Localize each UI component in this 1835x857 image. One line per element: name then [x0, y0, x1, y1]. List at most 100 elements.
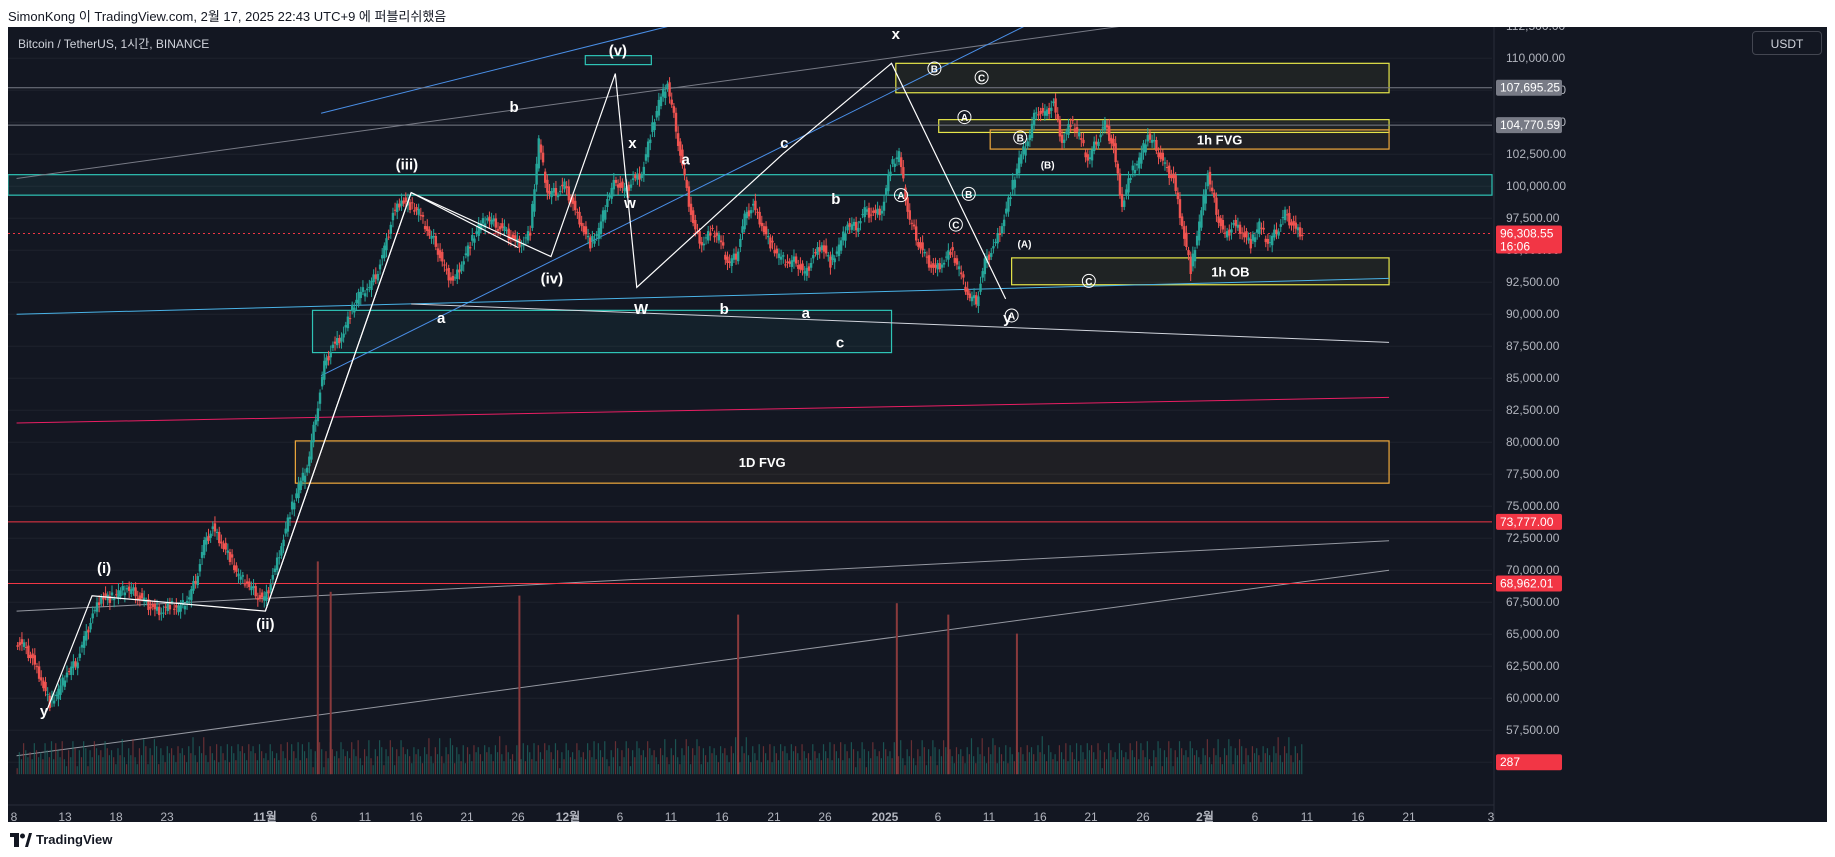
volume-bar — [732, 753, 735, 775]
candle-body — [636, 173, 639, 180]
volume-bar — [424, 747, 426, 775]
volume-bar — [835, 751, 837, 775]
x-tick-label-13: 16 — [715, 810, 729, 822]
volume-bar — [385, 749, 387, 775]
symbol-title: Bitcoin / TetherUS, 1시간, BINANCE — [18, 37, 210, 51]
candle-body — [275, 557, 279, 571]
candle-body — [854, 221, 858, 231]
candle-body — [1243, 232, 1246, 238]
volume-bar — [1153, 750, 1155, 775]
candle-body — [456, 269, 459, 279]
candle-body — [142, 597, 146, 602]
volume-bar — [782, 751, 784, 775]
volume-bar — [145, 746, 147, 775]
volume-bar — [342, 749, 344, 775]
candle-body — [897, 151, 901, 163]
volume-bar — [426, 754, 428, 775]
volume-bar — [481, 761, 484, 775]
volume-bar — [698, 746, 700, 775]
candle-body — [846, 224, 849, 231]
candle-body — [743, 213, 746, 230]
candle-body — [295, 493, 298, 499]
chart-panel[interactable]: 1D FVG 1h FVG 1h OB y (i) (ii) (iii) (iv) (v) b a x… — [8, 27, 1827, 822]
volume-bar — [1050, 752, 1052, 775]
trendline-2 — [320, 27, 1024, 377]
volume-bar — [76, 766, 78, 775]
fvg-1h-c-label: 1h FVG — [1197, 132, 1243, 147]
volume-bar — [85, 748, 87, 775]
trendline-6 — [16, 569, 1390, 757]
volume-bar — [1058, 745, 1061, 775]
price-tag-label-1: 104,770.59 — [1500, 118, 1560, 132]
candle-body — [280, 546, 283, 556]
candle-body — [799, 264, 802, 270]
volume-bar — [1256, 748, 1258, 775]
volume-bar — [627, 748, 629, 775]
volume-bar — [1138, 759, 1140, 775]
candle-body — [185, 600, 189, 603]
candle-body — [1073, 128, 1077, 132]
candle-body — [127, 586, 131, 591]
candle-body — [464, 253, 468, 256]
price-chart[interactable]: 1D FVG 1h FVG 1h OB y (i) (ii) (iii) (iv) (v) b a x… — [8, 27, 1827, 822]
candle-body — [468, 247, 472, 249]
candle-body — [1240, 232, 1244, 234]
volume-bar — [870, 758, 872, 775]
candle-body — [1017, 157, 1021, 174]
volume-bar — [938, 749, 940, 775]
volume-bar — [795, 746, 797, 775]
candle-body — [42, 680, 45, 689]
wave-label-5: (v) — [609, 43, 627, 60]
volume-bar — [882, 742, 885, 775]
tradingview-logo[interactable]: TradingView — [10, 832, 112, 847]
trendline-1 — [320, 27, 668, 114]
volume-bar — [340, 742, 342, 775]
candle-body — [481, 218, 485, 224]
candle-body — [882, 201, 886, 211]
candle-body — [408, 202, 412, 211]
volume-bar — [1166, 757, 1168, 775]
candle-body — [543, 171, 547, 183]
candle-body — [567, 186, 570, 201]
x-tick-label-14: 21 — [767, 810, 781, 822]
candle-body — [537, 138, 540, 169]
candle-body — [814, 251, 817, 254]
volume-bar — [1243, 764, 1245, 775]
volume-bar — [561, 752, 563, 775]
volume-bar — [743, 753, 745, 775]
volume-bar — [810, 760, 812, 775]
candle-body — [779, 256, 783, 260]
price-axis[interactable] — [1494, 27, 1827, 822]
candle-body — [737, 251, 740, 262]
volume-bar — [912, 758, 915, 775]
wave-label-18: y — [1003, 310, 1012, 327]
candle-body — [769, 237, 772, 249]
volume-bar — [1101, 768, 1103, 775]
candle-body — [732, 253, 736, 260]
candle-body — [505, 230, 508, 232]
circled-label-6: B — [1017, 134, 1024, 145]
volume-bar — [1183, 755, 1185, 775]
volume-bar — [1294, 746, 1296, 775]
y-tick-label-19: 102,500.00 — [1506, 147, 1566, 161]
candle-body — [305, 467, 309, 473]
volume-bar — [726, 755, 728, 775]
candle-body — [1288, 212, 1291, 226]
candle-body — [196, 576, 199, 586]
candle-body — [396, 203, 399, 213]
currency-button[interactable]: USDT — [1752, 31, 1822, 55]
volume-bar — [844, 744, 846, 775]
circled-label-ring-2 — [957, 110, 972, 125]
candle-body — [63, 680, 67, 687]
volume-bar — [27, 757, 29, 775]
volume-bar — [1133, 757, 1136, 775]
candle-body — [1065, 131, 1068, 134]
volume-bar — [1288, 737, 1290, 775]
candle-body — [138, 595, 142, 600]
volume-bar — [756, 760, 758, 775]
candle-body — [492, 218, 495, 222]
candle-body — [110, 592, 114, 596]
volume-bar — [745, 737, 747, 775]
volume-bar — [1084, 759, 1086, 775]
volume-bar — [68, 750, 70, 775]
